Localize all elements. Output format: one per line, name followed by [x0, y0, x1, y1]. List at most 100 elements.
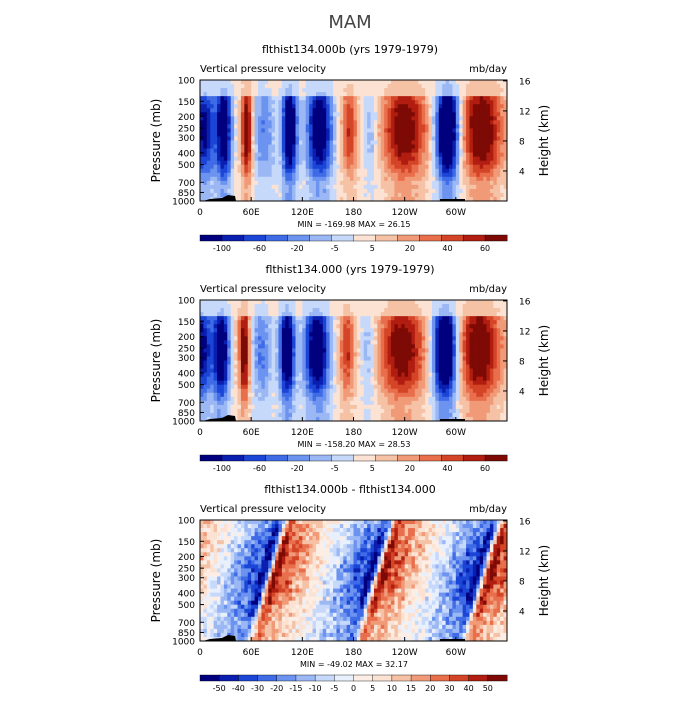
- heatmap-cell: [411, 173, 415, 177]
- heatmap-cell: [483, 132, 487, 136]
- heatmap-cell: [493, 136, 497, 140]
- heatmap-cell: [360, 141, 364, 145]
- heatmap-cell: [261, 104, 265, 108]
- heatmap-cell: [357, 173, 361, 177]
- heatmap-cell: [306, 381, 310, 385]
- heatmap-cell: [490, 153, 494, 157]
- heatmap-cell: [340, 300, 344, 304]
- heatmap-cell: [350, 173, 354, 177]
- heatmap-cell: [255, 397, 259, 401]
- heatmap-cell: [285, 413, 289, 417]
- heatmap-cell: [231, 300, 235, 304]
- heatmap-cell: [220, 80, 224, 84]
- heatmap-cell: [398, 385, 402, 389]
- heatmap-cell: [323, 389, 327, 393]
- heatmap-cell: [251, 141, 255, 145]
- heatmap-cell: [381, 88, 385, 92]
- heatmap-cell: [248, 185, 252, 189]
- heatmap-cell: [343, 104, 347, 108]
- heatmap-cell: [214, 145, 218, 149]
- heatmap-cell: [364, 136, 368, 140]
- heatmap-cell: [493, 181, 497, 185]
- heatmap-cell: [313, 177, 317, 181]
- heatmap-cell: [449, 108, 453, 112]
- heatmap-cell: [466, 149, 470, 153]
- heatmap-cell: [452, 193, 456, 197]
- heatmap-cell: [265, 352, 269, 356]
- heatmap-cell: [326, 185, 330, 189]
- heatmap-cell: [357, 308, 361, 312]
- heatmap-cell: [442, 369, 446, 373]
- heatmap-cell: [241, 132, 245, 136]
- heatmap-cell: [343, 356, 347, 360]
- heatmap-cell: [411, 145, 415, 149]
- heatmap-cell: [275, 116, 279, 120]
- heatmap-cell: [411, 80, 415, 84]
- heatmap-cell: [319, 369, 323, 373]
- heatmap-cell: [278, 397, 282, 401]
- heatmap-cell: [244, 149, 248, 153]
- heatmap-cell: [422, 136, 426, 140]
- heatmap-cell: [255, 328, 259, 332]
- heatmap-cell: [394, 413, 398, 417]
- heatmap-cell: [309, 369, 313, 373]
- heatmap-cell: [292, 153, 296, 157]
- heatmap-cell: [354, 397, 358, 401]
- heatmap-cell: [435, 169, 439, 173]
- heatmap-cell: [432, 153, 436, 157]
- heatmap-cell: [405, 153, 409, 157]
- heatmap-cell: [422, 88, 426, 92]
- heatmap-cell: [203, 300, 207, 304]
- heatmap-cell: [306, 173, 310, 177]
- heatmap-cell: [377, 401, 381, 405]
- heatmap-cell: [360, 153, 364, 157]
- heatmap-cell: [398, 336, 402, 340]
- heatmap-cell: [456, 181, 460, 185]
- heatmap-cell: [282, 112, 286, 116]
- heatmap-cell: [316, 100, 320, 104]
- heatmap-cell: [278, 92, 282, 96]
- heatmap-cell: [330, 393, 334, 397]
- heatmap-cell: [289, 185, 293, 189]
- heatmap-cell: [360, 332, 364, 336]
- heatmap-cell: [422, 348, 426, 352]
- heatmap-cell: [435, 377, 439, 381]
- heatmap-cell: [244, 132, 248, 136]
- heatmap-cell: [292, 377, 296, 381]
- heatmap-cell: [487, 177, 491, 181]
- heatmap-cell: [432, 96, 436, 100]
- heatmap-cell: [360, 128, 364, 132]
- heatmap-cell: [272, 96, 276, 100]
- heatmap-cell: [343, 405, 347, 409]
- heatmap-cell: [265, 193, 269, 197]
- heatmap-cell: [316, 108, 320, 112]
- heatmap-cell: [429, 128, 433, 132]
- heatmap-cell: [285, 80, 289, 84]
- heatmap-cell: [360, 149, 364, 153]
- heatmap-cell: [238, 365, 242, 369]
- heatmap-cell: [241, 120, 245, 124]
- heatmap-cell: [350, 136, 354, 140]
- heatmap-cell: [384, 136, 388, 140]
- heatmap-cell: [388, 173, 392, 177]
- heatmap-cell: [452, 124, 456, 128]
- heatmap-cell: [357, 385, 361, 389]
- heatmap-cell: [292, 409, 296, 413]
- heatmap-cell: [336, 356, 340, 360]
- heatmap-cell: [248, 397, 252, 401]
- heatmap-cell: [289, 157, 293, 161]
- x-tick-label: 120E: [291, 208, 314, 218]
- heatmap-cell: [415, 401, 419, 405]
- heatmap-cell: [364, 332, 368, 336]
- heatmap-cell: [200, 141, 204, 145]
- heatmap-cell: [394, 361, 398, 365]
- heatmap-cell: [422, 132, 426, 136]
- heatmap-cell: [381, 401, 385, 405]
- heatmap-cell: [374, 104, 378, 108]
- heatmap-cell: [367, 397, 371, 401]
- heatmap-cell: [476, 120, 480, 124]
- heatmap-cell: [429, 88, 433, 92]
- heatmap-cell: [285, 356, 289, 360]
- heatmap-cell: [456, 169, 460, 173]
- heatmap-cell: [411, 348, 415, 352]
